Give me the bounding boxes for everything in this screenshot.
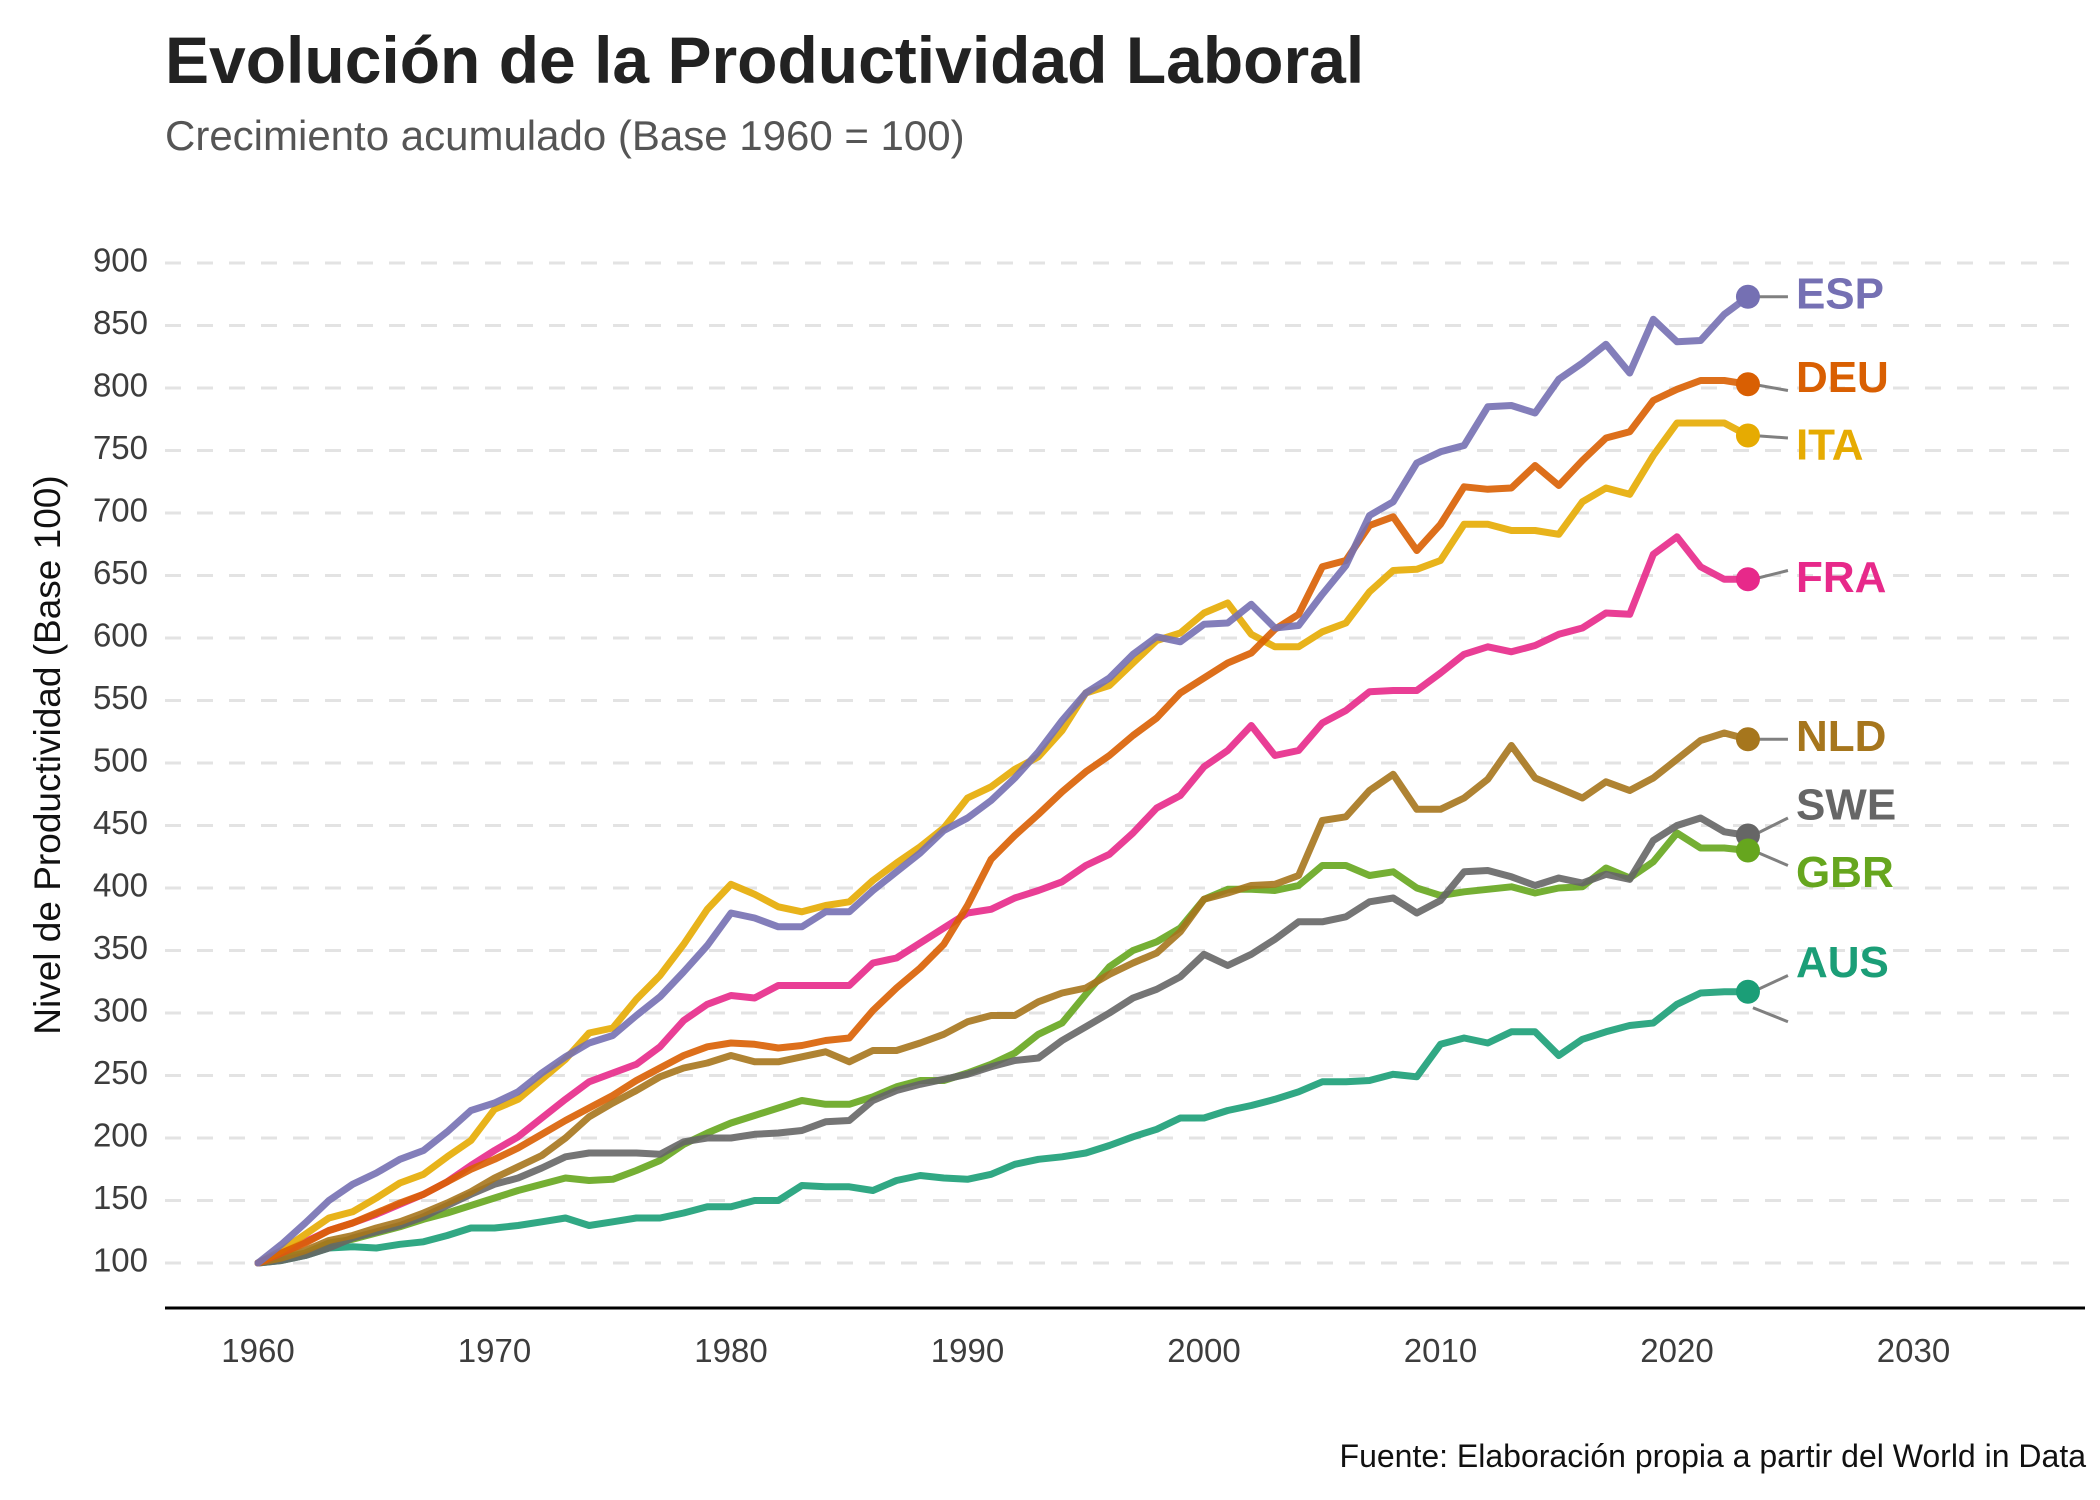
y-tick-label: 800 [93, 367, 148, 404]
chart-caption: Fuente: Elaboración propia a partir del … [1339, 1438, 2086, 1474]
y-tick-label: 650 [93, 554, 148, 591]
y-tick-label: 250 [93, 1054, 148, 1091]
series-line-esp [254, 293, 1752, 1267]
y-tick-label: 400 [93, 867, 148, 904]
y-tick-label: 200 [93, 1117, 148, 1154]
x-tick-label: 1980 [694, 1332, 767, 1369]
end-point-gbr [1735, 838, 1760, 863]
end-points [1735, 284, 1760, 1004]
series-line-deu [254, 377, 1752, 1267]
label-leader-lines [1752, 295, 1789, 1024]
series-label-fra: FRA [1796, 553, 1886, 602]
series-line-ita [254, 419, 1752, 1267]
y-tick-label: 600 [93, 617, 148, 654]
x-tick-label: 2030 [1877, 1332, 1950, 1369]
y-tick-label: 750 [93, 429, 148, 466]
y-axis-ticks: 100 150 200 250 300 350 400 450 500 550 600 650 700 7… [93, 242, 148, 1279]
x-axis-ticks: 1960 1970 1980 1990 2000 2010 2020 2030 [221, 1332, 1950, 1369]
end-point-deu [1735, 372, 1760, 397]
y-tick-label: 350 [93, 929, 148, 966]
chart-subtitle: Crecimiento acumulado (Base 1960 = 100) [165, 112, 965, 159]
end-point-aus [1735, 979, 1760, 1004]
gridlines [165, 261, 2085, 1265]
y-tick-label: 150 [93, 1179, 148, 1216]
y-tick-label: 300 [93, 992, 148, 1029]
series-label-gbr: GBR [1796, 848, 1894, 897]
series-line-gbr [254, 829, 1752, 1267]
x-tick-label: 1960 [221, 1332, 294, 1369]
series-line-nld [254, 729, 1752, 1267]
x-tick-label: 2020 [1640, 1332, 1713, 1369]
end-point-fra [1735, 567, 1760, 592]
series-line-swe [254, 814, 1752, 1267]
x-tick-label: 2010 [1404, 1332, 1477, 1369]
y-tick-label: 700 [93, 492, 148, 529]
y-tick-label: 900 [93, 242, 148, 279]
series-label-deu: DEU [1796, 353, 1889, 402]
y-tick-label: 450 [93, 804, 148, 841]
end-point-esp [1735, 284, 1760, 309]
x-tick-label: 1990 [931, 1332, 1004, 1369]
chart-title: Evolución de la Productividad Laboral [165, 23, 1365, 97]
leader-line-aus-secondary [1752, 1006, 1789, 1024]
y-tick-label: 500 [93, 742, 148, 779]
x-tick-label: 1970 [458, 1332, 531, 1369]
end-point-ita [1735, 423, 1760, 448]
series-label-swe: SWE [1796, 781, 1896, 830]
x-tick-label: 2000 [1167, 1332, 1240, 1369]
series-line-aus [254, 988, 1752, 1267]
series-line-fra [254, 533, 1752, 1267]
y-tick-label: 100 [93, 1242, 148, 1279]
series-label-nld: NLD [1796, 712, 1886, 761]
series-label-esp: ESP [1796, 269, 1884, 318]
series-label-ita: ITA [1796, 421, 1864, 470]
series-lines [254, 293, 1752, 1267]
series-labels: ESP DEU ITA FRA NLD SWE GBR AUS [1796, 269, 1896, 987]
y-tick-label: 850 [93, 304, 148, 341]
series-label-aus: AUS [1796, 938, 1889, 987]
end-point-nld [1735, 727, 1760, 752]
y-tick-label: 550 [93, 679, 148, 716]
